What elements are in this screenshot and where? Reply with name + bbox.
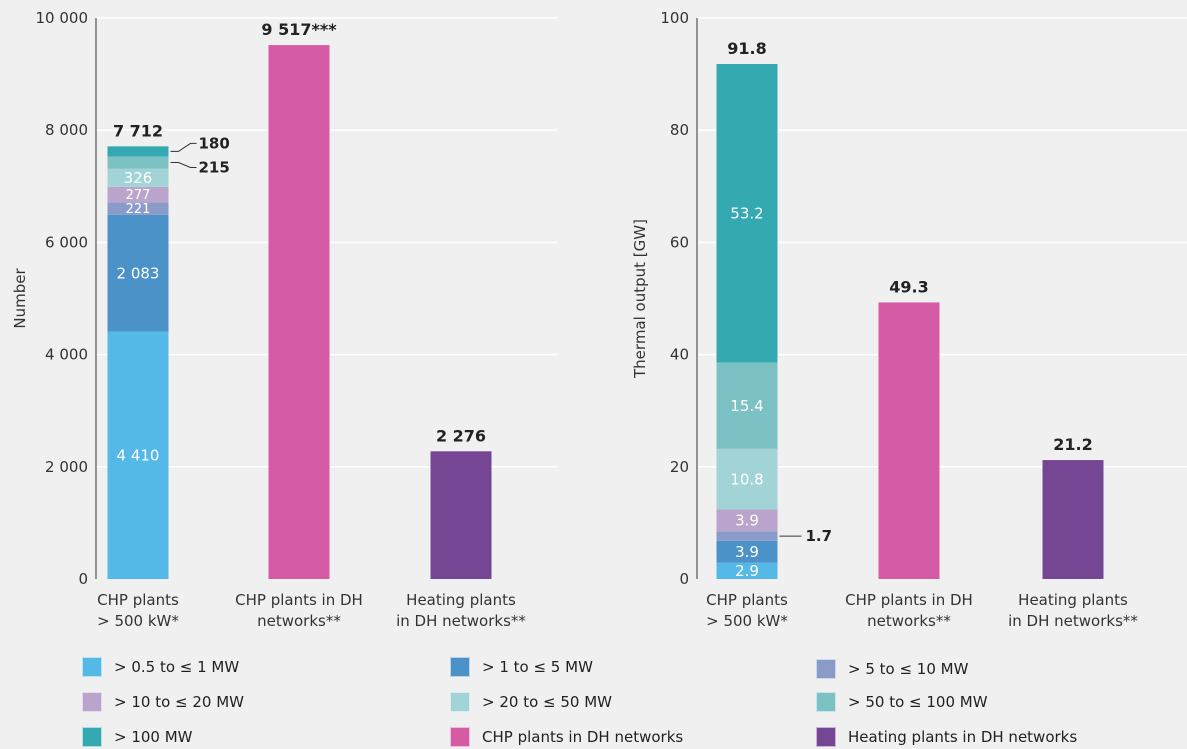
- legend-swatch: [82, 692, 102, 712]
- segment-value-label: 10.8: [730, 470, 763, 488]
- bar-segment-chp-dh: [878, 302, 940, 579]
- legend-item-gt-20-to-50-mw: > 20 to ≤ 50 MW: [450, 691, 612, 713]
- y-axis-title: Number: [11, 268, 29, 329]
- bar-segment-gt-100: [716, 64, 778, 363]
- x-category-label: networks**: [867, 612, 951, 630]
- legend-swatch: [816, 659, 836, 679]
- segment-value-label: 2 083: [117, 264, 160, 282]
- x-category-label: in DH networks**: [396, 612, 526, 630]
- legend-swatch: [450, 692, 470, 712]
- x-category-label: CHP plants in DH: [845, 591, 973, 609]
- bar-segment-gt-100: [107, 146, 169, 157]
- bar-segment-gt-20-to-50: [716, 448, 778, 510]
- y-tick-label: 20: [670, 458, 689, 476]
- y-tick-label: 10 000: [36, 9, 89, 27]
- legend-item-gt-100-mw: > 100 MW: [82, 726, 193, 748]
- legend: > 0.5 to ≤ 1 MW > 1 to ≤ 5 MW > 5 to ≤ 1…: [0, 653, 1187, 749]
- charts-svg: 0 2 000 4 000 6 000 8 000 10 000 Number 4 410 2 …: [11, 9, 1187, 630]
- x-category-label: Heating plants: [1018, 591, 1128, 609]
- callout-leader-line: [170, 161, 197, 168]
- x-category-label: in DH networks**: [1008, 612, 1138, 630]
- y-tick-label: 8 000: [45, 121, 88, 139]
- x-category-label: > 500 kW*: [97, 612, 179, 630]
- segment-value-label: 221: [126, 202, 151, 217]
- legend-item-gt-0-5-to-1-mw: > 0.5 to ≤ 1 MW: [82, 656, 239, 678]
- bar-total-label: 91.8: [727, 39, 766, 58]
- bar-segment-gt-1-to-5: [716, 540, 778, 563]
- y-tick-label: 80: [670, 121, 689, 139]
- bar-segment-chp-dh: [268, 45, 330, 579]
- legend-label: Heating plants in DH networks: [848, 728, 1078, 746]
- legend-item-gt-1-to-5-mw: > 1 to ≤ 5 MW: [450, 656, 593, 678]
- bar-total-label: 2 276: [436, 426, 486, 445]
- x-category-label: CHP plants: [706, 591, 788, 609]
- legend-label: > 5 to ≤ 10 MW: [848, 660, 969, 678]
- bar-segment-gt-1-to-5: [107, 214, 169, 332]
- bar-segment-gt-5-to-10: [107, 202, 169, 215]
- legend-swatch: [816, 692, 836, 712]
- callout-value-label: 1.7: [806, 527, 833, 545]
- bar-segment-heating-dh: [1042, 460, 1104, 579]
- legend-label: > 20 to ≤ 50 MW: [482, 693, 612, 711]
- legend-item-chp-plants-in-dh-networks: CHP plants in DH networks: [450, 726, 683, 748]
- segment-value-label: 3.9: [735, 512, 759, 530]
- legend-swatch: [816, 727, 836, 747]
- bar-total-label: 21.2: [1053, 435, 1092, 454]
- legend-label: > 10 to ≤ 20 MW: [114, 693, 244, 711]
- legend-item-gt-10-to-20-mw: > 10 to ≤ 20 MW: [82, 691, 244, 713]
- legend-swatch: [82, 727, 102, 747]
- segment-value-label: 53.2: [730, 204, 763, 222]
- x-category-label: networks**: [257, 612, 341, 630]
- bar-total-label: 49.3: [889, 277, 928, 296]
- segment-value-label: 3.9: [735, 543, 759, 561]
- legend-label: CHP plants in DH networks: [482, 728, 684, 746]
- legend-label: > 1 to ≤ 5 MW: [482, 658, 593, 676]
- bar-segment-gt-0-5-to-1: [107, 331, 169, 579]
- segment-value-label: 15.4: [730, 397, 763, 415]
- legend-label: > 0.5 to ≤ 1 MW: [114, 658, 240, 676]
- y-tick-label: 0: [679, 570, 689, 588]
- legend-swatch: [450, 727, 470, 747]
- bar-total-label: 7 712: [113, 121, 163, 140]
- x-category-label: > 500 kW*: [706, 612, 788, 630]
- legend-swatch: [82, 657, 102, 677]
- bar-segment-gt-5-to-10: [716, 531, 778, 541]
- y-tick-label: 2 000: [45, 458, 88, 476]
- legend-label: > 50 to ≤ 100 MW: [848, 693, 988, 711]
- bar-total-label: 9 517***: [261, 20, 337, 39]
- bar-segment-gt-50-to-100: [107, 156, 169, 169]
- y-tick-label: 6 000: [45, 233, 88, 251]
- y-tick-label: 60: [670, 233, 689, 251]
- legend-item-gt-5-to-10-mw: > 5 to ≤ 10 MW: [816, 658, 968, 680]
- y-tick-label: 4 000: [45, 346, 88, 364]
- legend-label: > 100 MW: [114, 728, 193, 746]
- bar-segment-gt-10-to-20: [716, 509, 778, 532]
- y-tick-label: 100: [660, 9, 689, 27]
- segment-value-label: 326: [124, 169, 153, 187]
- bar-segment-gt-10-to-20: [107, 186, 169, 203]
- x-category-label: CHP plants in DH: [235, 591, 363, 609]
- y-tick-label: 40: [670, 346, 689, 364]
- callout-value-label: 180: [199, 134, 230, 152]
- y-axis-title: Thermal output [GW]: [631, 219, 649, 379]
- x-category-label: CHP plants: [97, 591, 179, 609]
- bar-segment-heating-dh: [430, 451, 492, 579]
- legend-item-gt-50-to-100-mw: > 50 to ≤ 100 MW: [816, 691, 988, 713]
- x-category-label: Heating plants: [406, 591, 516, 609]
- y-tick-label: 0: [78, 570, 88, 588]
- callout-value-label: 215: [199, 158, 230, 176]
- segment-value-label: 4 410: [117, 447, 160, 465]
- legend-item-heating-plants-in-dh-networks: Heating plants in DH networks: [816, 726, 1077, 748]
- segment-value-label: 277: [126, 188, 151, 203]
- bar-segment-gt-20-to-50: [107, 168, 169, 187]
- legend-swatch: [450, 657, 470, 677]
- bar-segment-gt-50-to-100: [716, 362, 778, 449]
- bar-segment-gt-0-5-to-1: [716, 562, 778, 579]
- segment-value-label: 2.9: [735, 562, 759, 580]
- callout-leader-line: [170, 142, 197, 152]
